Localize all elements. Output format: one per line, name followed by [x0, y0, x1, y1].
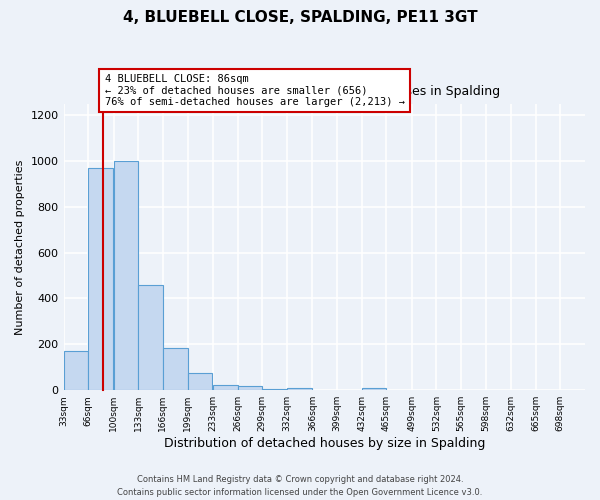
Bar: [88, 168, 113, 390]
Bar: [163, 348, 188, 390]
Text: 4, BLUEBELL CLOSE, SPALDING, PE11 3GT: 4, BLUEBELL CLOSE, SPALDING, PE11 3GT: [122, 10, 478, 25]
Bar: [113, 161, 138, 390]
Bar: [213, 385, 238, 390]
Bar: [238, 386, 262, 390]
Bar: [188, 373, 212, 390]
Text: 4 BLUEBELL CLOSE: 86sqm
← 23% of detached houses are smaller (656)
76% of semi-d: 4 BLUEBELL CLOSE: 86sqm ← 23% of detache…: [104, 74, 404, 107]
Bar: [138, 284, 163, 390]
Text: Contains HM Land Registry data © Crown copyright and database right 2024.
Contai: Contains HM Land Registry data © Crown c…: [118, 476, 482, 497]
Bar: [287, 388, 311, 390]
X-axis label: Distribution of detached houses by size in Spalding: Distribution of detached houses by size …: [164, 437, 485, 450]
Title: Size of property relative to detached houses in Spalding: Size of property relative to detached ho…: [148, 85, 500, 98]
Y-axis label: Number of detached properties: Number of detached properties: [15, 159, 25, 334]
Bar: [262, 389, 287, 390]
Bar: [362, 388, 386, 390]
Bar: [64, 351, 88, 390]
